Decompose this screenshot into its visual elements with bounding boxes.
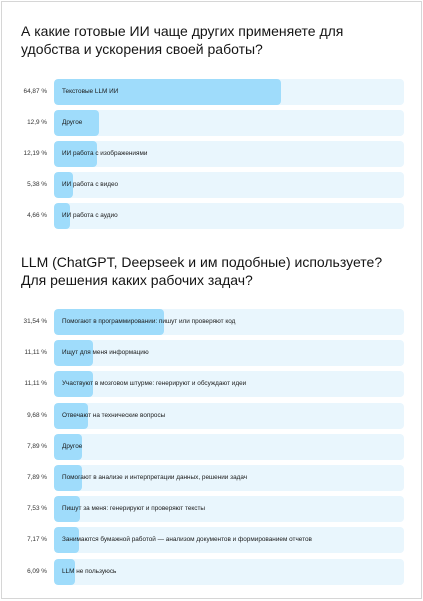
bar-track: ИИ работа с видео xyxy=(54,172,404,198)
bar-row: 7,89 % Другое xyxy=(2,433,421,460)
bar-track: Помогают в программировании: пишут или п… xyxy=(54,309,404,335)
bar-value-label: 9,68 % xyxy=(27,411,47,419)
bar-value-label: 7,89 % xyxy=(27,442,47,450)
bar-category-label: Отвечают на технические вопросы xyxy=(62,411,166,419)
bar xyxy=(54,110,100,136)
bar xyxy=(54,496,81,523)
bar-track: Отвечают на технические вопросы xyxy=(54,402,404,429)
bar-list: 64,87 % Текстовые LLM ИИ 12,9 % Другое 12,19… xyxy=(2,79,421,229)
bar-category-label: Другое xyxy=(62,442,83,450)
bar-value-label: 12,19 % xyxy=(23,150,47,157)
bar xyxy=(54,340,93,367)
bar-track: Ищут для меня информацию xyxy=(54,340,404,367)
bar-value-label: 64,87 % xyxy=(23,88,47,95)
bar-row: 7,89 % Помогают в анализе и интерпретации… xyxy=(2,464,421,491)
bar-value-label: 7,89 % xyxy=(27,473,47,481)
bar-value-label: 11,11 % xyxy=(24,380,47,388)
bar-category-label: LLM не пользуюсь xyxy=(62,567,117,575)
bar-row: 64,87 % Текстовые LLM ИИ xyxy=(2,79,421,105)
bar-category-label: Помогают в программировании: пишут или п… xyxy=(62,318,236,325)
bar-value-label: 4,66 % xyxy=(27,212,47,219)
bar-value-label: 7,17 % xyxy=(27,536,47,544)
bar-category-label: Помогают в анализе и интерпретации данны… xyxy=(62,473,248,481)
bar xyxy=(54,309,165,335)
bar-row: 11,11 % Ищут для меня информацию xyxy=(2,340,421,367)
chart-title: А какие готовые ИИ чаще других применяет… xyxy=(21,23,344,57)
bar-row: 9,68 % Отвечают на технические вопросы xyxy=(2,402,421,429)
bar xyxy=(54,203,71,229)
bar-category-label: ИИ работа с аудио xyxy=(62,212,118,219)
bar xyxy=(54,464,82,491)
chart-title: LLM (ChatGPT, Deepseek и им подобные) ис… xyxy=(21,254,383,288)
bar-category-label: Текстовые LLM ИИ xyxy=(62,88,119,95)
chart-llm-tasks: LLM (ChatGPT, Deepseek и им подобные) ис… xyxy=(2,253,421,590)
bar xyxy=(54,558,76,585)
bar xyxy=(54,172,73,198)
bar-track: ИИ работа с аудио xyxy=(54,203,404,229)
bar-value-label: 11,11 % xyxy=(24,349,47,357)
bar-category-label: Ищут для меня информацию xyxy=(62,349,149,357)
bar-row: 6,09 % LLM не пользуюсь xyxy=(2,558,421,585)
bar xyxy=(54,79,282,105)
bar xyxy=(54,402,88,429)
bar-row: 11,11 % Участвуют в мозговом штурме: гене… xyxy=(2,371,421,398)
bar-value-label: 31,54 % xyxy=(23,318,47,325)
bar-track: Помогают в анализе и интерпретации данны… xyxy=(54,464,404,491)
bar-row: 12,19 % ИИ работа с изображениями xyxy=(2,141,421,167)
bar-category-label: Занимаются бумажной работой — анализом д… xyxy=(62,536,312,544)
bar-category-label: Участвуют в мозговом штурме: генерируют … xyxy=(62,380,247,388)
bar-track: ИИ работа с изображениями xyxy=(54,141,404,167)
chart-ai-tools: А какие готовые ИИ чаще других применяет… xyxy=(2,22,421,234)
bar-track: LLM не пользуюсь xyxy=(54,558,404,585)
bar-category-label: ИИ работа с видео xyxy=(62,181,119,188)
bar-track: Пишут за меня: генерируют и проверяют те… xyxy=(54,496,404,523)
bar-track: Другое xyxy=(54,433,404,460)
bar-category-label: Другое xyxy=(62,119,83,126)
bar-row: 5,38 % ИИ работа с видео xyxy=(2,172,421,198)
bar-value-label: 7,53 % xyxy=(27,505,47,513)
bar-row: 4,66 % ИИ работа с аудио xyxy=(2,203,421,229)
bar-category-label: ИИ работа с изображениями xyxy=(62,150,148,157)
bar-value-label: 6,09 % xyxy=(27,567,47,575)
bar-track: Другое xyxy=(54,110,404,136)
bar xyxy=(54,527,80,554)
bar-value-label: 5,38 % xyxy=(27,181,47,188)
bar-category-label: Пишут за меня: генерируют и проверяют те… xyxy=(62,505,206,513)
bar-list: 31,54 % Помогают в программировании: пишу… xyxy=(2,309,421,585)
bar-track: Занимаются бумажной работой — анализом д… xyxy=(54,527,404,554)
bar-track: Текстовые LLM ИИ xyxy=(54,79,404,105)
bar-row: 7,53 % Пишут за меня: генерируют и провер… xyxy=(2,496,421,523)
bar-row: 31,54 % Помогают в программировании: пишу… xyxy=(2,309,421,335)
bar xyxy=(54,141,97,167)
bar xyxy=(54,371,93,398)
bar-row: 7,17 % Занимаются бумажной работой — анал… xyxy=(2,527,421,554)
bar xyxy=(54,433,82,460)
bar-row: 12,9 % Другое xyxy=(2,110,421,136)
bar-value-label: 12,9 % xyxy=(27,119,47,126)
bar-track: Участвуют в мозговом штурме: генерируют … xyxy=(54,371,404,398)
